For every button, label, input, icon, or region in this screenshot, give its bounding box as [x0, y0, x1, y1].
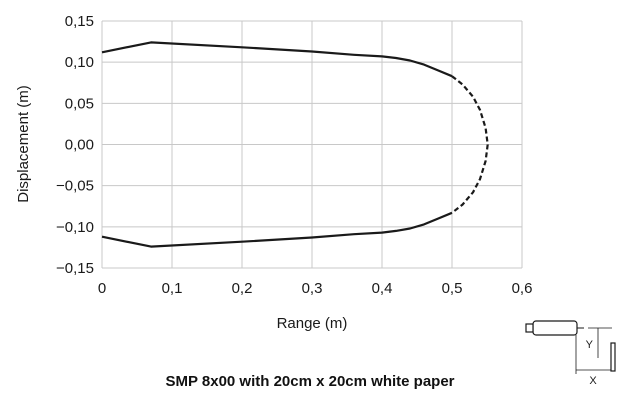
x-tick-label: 0,2: [232, 280, 253, 297]
y-dimension-label: Y: [586, 339, 594, 351]
x-tick-label: 0: [98, 280, 106, 297]
sensor-cable: [525, 323, 534, 333]
y-tick-label: 0,00: [65, 137, 94, 154]
y-axis-title: Displacement (m): [15, 85, 32, 203]
x-tick-label: 0,4: [372, 280, 393, 297]
sensor-target-diagram: Y X: [525, 320, 616, 387]
grid: [101, 20, 523, 269]
target-plate: [610, 342, 616, 372]
sensor-body: [532, 320, 578, 336]
detection-boundary-dashed-line: [451, 75, 489, 214]
x-tick-label: 0,1: [162, 280, 183, 297]
tick-labels: 0 0,1 0,2 0,3 0,4 0,5 0,6 0,15 0,10 0,05 0,00 −0,05…: [56, 13, 532, 297]
chart-caption: SMP 8x00 with 20cm x 20cm white paper: [165, 373, 454, 390]
y-tick-label: 0,15: [65, 13, 94, 30]
y-tick-label: 0,05: [65, 95, 94, 112]
series-layer: [101, 41, 489, 248]
x-axis-title: Range (m): [277, 315, 348, 332]
detection-boundary-line: [101, 211, 453, 248]
y-tick-label: 0,10: [65, 54, 94, 71]
x-dimension-label: X: [589, 375, 597, 387]
x-tick-label: 0,5: [442, 280, 463, 297]
detection-boundary-line: [101, 41, 453, 78]
x-tick-label: 0,3: [302, 280, 323, 297]
y-tick-label: −0,10: [56, 219, 94, 236]
y-tick-label: −0,15: [56, 260, 94, 277]
y-tick-label: −0,05: [56, 178, 94, 195]
x-tick-label: 0,6: [512, 280, 533, 297]
